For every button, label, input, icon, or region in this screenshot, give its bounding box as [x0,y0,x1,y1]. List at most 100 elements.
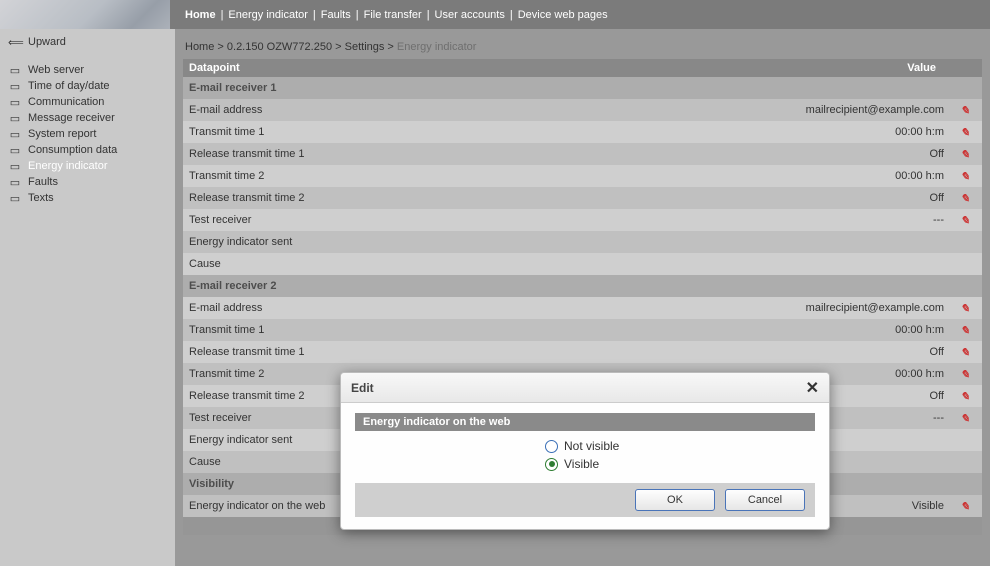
nav-separator: | [354,9,361,21]
row-value: Off [734,192,954,204]
nav-separator: | [425,9,432,21]
sidebar-item[interactable]: ▭Message receiver [0,110,175,126]
row-datapoint: Release transmit time 1 [189,148,734,160]
radio-not-visible[interactable]: Not visible [355,437,815,455]
sidebar-item-label: Time of day/date [28,80,110,92]
row-datapoint: Cause [189,258,734,270]
edit-icon[interactable]: ✎ [954,214,976,227]
table-row: Release transmit time 2Off✎ [183,187,982,209]
row-datapoint: Release transmit time 2 [189,192,734,204]
edit-icon[interactable]: ✎ [954,104,976,117]
row-datapoint: E-mail address [189,302,734,314]
sidebar-item-label: Web server [28,64,84,76]
sidebar-item-label: Texts [28,192,54,204]
page-icon: ▭ [8,80,22,93]
ok-button[interactable]: OK [635,489,715,511]
table-header: Datapoint Value [183,59,982,77]
upward-icon: ⟸ [8,36,22,49]
table-row: Test receiver---✎ [183,209,982,231]
edit-icon[interactable]: ✎ [954,324,976,337]
row-datapoint: Test receiver [189,214,734,226]
row-datapoint: Transmit time 2 [189,170,734,182]
sidebar-item-label: Energy indicator [28,160,108,172]
row-datapoint: Transmit time 1 [189,324,734,336]
page-icon: ▭ [8,64,22,77]
edit-icon[interactable]: ✎ [954,126,976,139]
row-datapoint: Energy indicator sent [189,236,734,248]
radio-visible[interactable]: Visible [355,455,815,473]
nav-separator: | [311,9,318,21]
topnav-item[interactable]: Home [182,9,219,21]
sidebar-item-label: Communication [28,96,104,108]
breadcrumb-part[interactable]: Home [185,41,214,53]
edit-dialog: Edit ✕ Energy indicator on the web Not v… [340,372,830,530]
table-row: Transmit time 100:00 h:m✎ [183,319,982,341]
section-header: E-mail receiver 2 [183,275,982,297]
breadcrumb-part[interactable]: Settings [345,41,385,53]
edit-icon[interactable]: ✎ [954,346,976,359]
col-value: Value [756,62,976,74]
row-value: mailrecipient@example.com [734,302,954,314]
sidebar-item[interactable]: ▭ Web server [0,62,175,78]
radio-label: Not visible [564,439,619,453]
dialog-close-icon[interactable]: ✕ [806,378,819,398]
table-row: E-mail addressmailrecipient@example.com✎ [183,99,982,121]
table-row: Release transmit time 1Off✎ [183,341,982,363]
row-value: Off [734,346,954,358]
edit-icon[interactable]: ✎ [954,368,976,381]
edit-icon[interactable]: ✎ [954,148,976,161]
sidebar-item-label: Faults [28,176,58,188]
page-icon: ▭ [8,176,22,189]
topnav-item[interactable]: Faults [318,9,354,21]
col-datapoint: Datapoint [189,62,756,74]
page-icon: ▭ [8,128,22,141]
page-icon: ▭ [8,96,22,109]
row-value: Off [734,148,954,160]
edit-icon[interactable]: ✎ [954,170,976,183]
dialog-button-bar: OK Cancel [355,483,815,517]
radio-label: Visible [564,457,599,471]
page-icon: ▭ [8,112,22,125]
row-value: 00:00 h:m [734,324,954,336]
sidebar-item[interactable]: ▭ Texts [0,190,175,206]
page-icon: ▭ [8,192,22,205]
cancel-button[interactable]: Cancel [725,489,805,511]
upward-label: Upward [28,36,66,48]
sidebar-item[interactable]: ▭ Faults [0,174,175,190]
edit-icon[interactable]: ✎ [954,390,976,403]
row-datapoint: Release transmit time 1 [189,346,734,358]
row-value: mailrecipient@example.com [734,104,954,116]
sidebar-item[interactable]: ▭System report [0,126,175,142]
radio-icon [545,440,558,453]
breadcrumb-sep: > [384,41,397,53]
row-value: --- [734,214,954,226]
sidebar-item[interactable]: ▭ Consumption data [0,142,175,158]
sidebar-item-label: Consumption data [28,144,117,156]
dialog-titlebar[interactable]: Edit ✕ [341,373,829,403]
breadcrumb-part[interactable]: 0.2.150 OZW772.250 [227,41,332,53]
topnav-item[interactable]: User accounts [432,9,508,21]
breadcrumb-sep: > [332,41,345,53]
topnav-item[interactable]: Energy indicator [225,9,311,21]
dialog-field-label: Energy indicator on the web [355,413,815,431]
sidebar-item[interactable]: ▭ Time of day/date [0,78,175,94]
topnav-item[interactable]: Device web pages [515,9,611,21]
edit-icon[interactable]: ✎ [954,192,976,205]
sidebar-item[interactable]: ▭ Communication [0,94,175,110]
section-header: E-mail receiver 1 [183,77,982,99]
edit-icon[interactable]: ✎ [954,412,976,425]
page-icon: ▭ [8,144,22,157]
table-row: Transmit time 100:00 h:m✎ [183,121,982,143]
sidebar-upward[interactable]: ⟸ Upward [0,32,175,52]
row-datapoint: E-mail address [189,104,734,116]
topnav-item[interactable]: File transfer [361,9,425,21]
breadcrumb-current: Energy indicator [397,41,477,53]
breadcrumb-sep: > [214,41,227,53]
row-datapoint: Transmit time 1 [189,126,734,138]
table-row: E-mail addressmailrecipient@example.com✎ [183,297,982,319]
table-row: Cause [183,253,982,275]
table-row: Energy indicator sent [183,231,982,253]
edit-icon[interactable]: ✎ [954,500,976,513]
sidebar-item[interactable]: ▭Energy indicator [0,158,175,174]
edit-icon[interactable]: ✎ [954,302,976,315]
